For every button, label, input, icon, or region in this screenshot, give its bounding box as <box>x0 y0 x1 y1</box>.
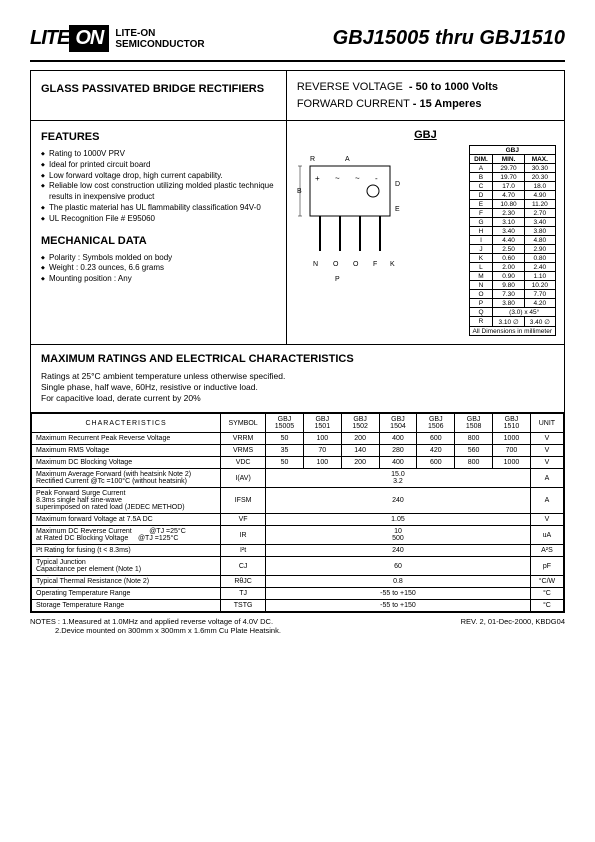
logo-sub2: SEMICONDUCTOR <box>115 39 204 50</box>
mech-item: Mounting position : Any <box>41 274 276 285</box>
max-ratings-header: MAXIMUM RATINGS AND ELECTRICAL CHARACTER… <box>30 345 565 413</box>
footer: NOTES : 1.Measured at 1.0MHz and applied… <box>30 617 565 635</box>
feature-item: Rating to 1000V PRV <box>41 149 276 160</box>
features-title: FEATURES <box>41 131 276 143</box>
svg-text:~: ~ <box>355 174 360 183</box>
logo-block: LITEON LITE-ON SEMICONDUCTOR <box>30 25 205 52</box>
svg-text:F: F <box>373 261 377 268</box>
svg-text:E: E <box>395 206 400 213</box>
footer-rev: REV. 2, 01-Dec-2000, KBDG04 <box>461 617 565 635</box>
svg-text:N: N <box>313 261 318 268</box>
svg-text:-: - <box>375 174 378 183</box>
footer-notes: NOTES : 1.Measured at 1.0MHz and applied… <box>30 617 281 635</box>
svg-text:K: K <box>390 261 395 268</box>
max-line1: Ratings at 25°C ambient temperature unle… <box>41 371 554 382</box>
svg-text:R: R <box>310 156 315 163</box>
svg-text:O: O <box>333 261 339 268</box>
features-list: Rating to 1000V PRVIdeal for printed cir… <box>41 149 276 225</box>
feature-item: UL Recognition File # E95060 <box>41 214 276 225</box>
package-label: GBJ <box>295 129 556 141</box>
package-cell: GBJ R A B D E N O O F K P + ~ ~ - <box>287 121 564 344</box>
svg-text:P: P <box>335 276 340 283</box>
product-type: GLASS PASSIVATED BRIDGE RECTIFIERS <box>31 71 287 120</box>
rv-label: REVERSE VOLTAGE <box>297 81 403 93</box>
mech-item: Polarity : Symbols molded on body <box>41 253 276 264</box>
features-row: FEATURES Rating to 1000V PRVIdeal for pr… <box>30 121 565 345</box>
svg-text:~: ~ <box>335 174 340 183</box>
feature-item: Low forward voltage drop, high current c… <box>41 171 276 182</box>
dimension-table: GBJDIM.MIN.MAX.A29.7030.30B19.7020.30C17… <box>469 145 556 336</box>
logo-box: ON <box>69 25 109 52</box>
logo-text: LITE <box>30 27 69 49</box>
characteristics-table: CHARACTERISTICSSYMBOLGBJ 15005GBJ 1501GB… <box>31 413 564 612</box>
logo-subtitle: LITE-ON SEMICONDUCTOR <box>115 28 204 50</box>
feature-item: Ideal for printed circuit board <box>41 160 276 171</box>
page-header: LITEON LITE-ON SEMICONDUCTOR GBJ15005 th… <box>30 25 565 52</box>
mech-list: Polarity : Symbols molded on bodyWeight … <box>41 253 276 285</box>
feature-item: Reliable low cost construction utilizing… <box>41 181 276 203</box>
package-diagram: R A B D E N O O F K P + ~ ~ - <box>295 151 415 291</box>
svg-text:B: B <box>297 188 302 195</box>
feature-item: The plastic material has UL flammability… <box>41 203 276 214</box>
logo: LITEON <box>30 25 109 52</box>
max-line3: For capacitive load, derate current by 2… <box>41 393 554 404</box>
title-row: GLASS PASSIVATED BRIDGE RECTIFIERS REVER… <box>30 70 565 121</box>
header-rule <box>30 60 565 62</box>
svg-text:O: O <box>353 261 359 268</box>
mech-title: MECHANICAL DATA <box>41 235 276 247</box>
fc-value: - 15 Amperes <box>413 98 482 110</box>
logo-sub1: LITE-ON <box>115 28 155 39</box>
mech-item: Weight : 0.23 ounces, 6.6 grams <box>41 263 276 274</box>
svg-text:+: + <box>315 174 320 183</box>
fc-label: FORWARD CURRENT <box>297 98 410 110</box>
max-title: MAXIMUM RATINGS AND ELECTRICAL CHARACTER… <box>41 353 554 365</box>
rv-value: - 50 to 1000 Volts <box>409 81 498 93</box>
features-cell: FEATURES Rating to 1000V PRVIdeal for pr… <box>31 121 287 344</box>
svg-text:A: A <box>345 156 350 163</box>
max-line2: Single phase, half wave, 60Hz, resistive… <box>41 382 554 393</box>
part-title: GBJ15005 thru GBJ1510 <box>333 27 565 50</box>
svg-text:D: D <box>395 181 400 188</box>
characteristics-table-wrap: CHARACTERISTICSSYMBOLGBJ 15005GBJ 1501GB… <box>30 413 565 613</box>
ratings-summary: REVERSE VOLTAGE - 50 to 1000 Volts FORWA… <box>287 71 564 120</box>
